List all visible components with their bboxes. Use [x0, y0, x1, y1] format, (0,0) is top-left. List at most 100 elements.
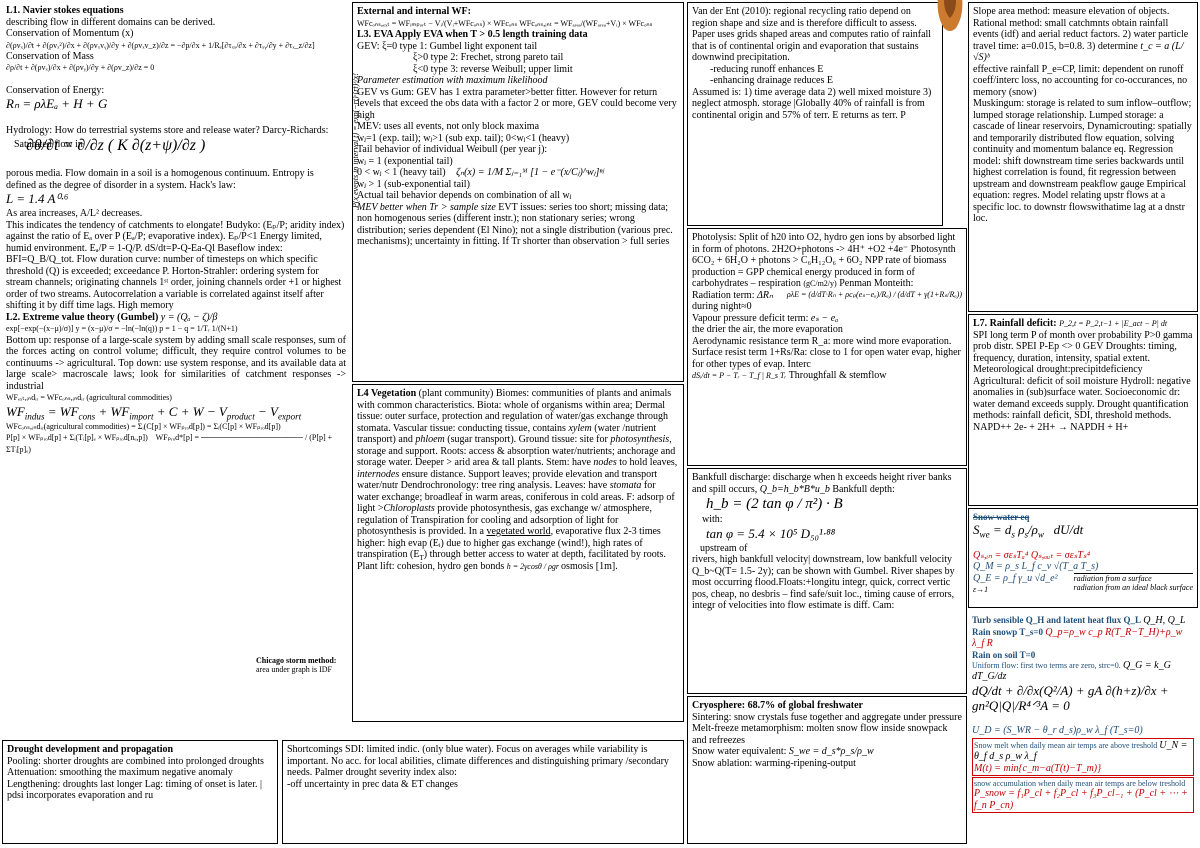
wf-c5: wⱼ = 1 (exponential tail): [357, 156, 453, 167]
gev1: GEV: ξ=0 type 1: Gumbel light exponent t…: [357, 41, 537, 52]
bank-bf: Bankfull depth:: [832, 484, 895, 495]
l1-i: This indicates the tendency of catchment…: [6, 220, 344, 312]
uf: Uniform flow: first two terms are zero, …: [972, 661, 1121, 670]
wf-c4: Tail behavior of individual Weibull (per…: [357, 144, 547, 155]
sdi-a: -off uncertainty in prec data & ET chang…: [287, 779, 458, 790]
vde-t: Van der Ent (2010): regional recycling r…: [692, 6, 931, 63]
rs: Rain snowp T_s=0: [972, 627, 1043, 637]
bank-up: upstream of: [700, 543, 748, 554]
eq-psnow: P_snow = f₁P_cl + f₂P_cl + f₃P_cl₋₁ + (P…: [974, 788, 1188, 811]
cryo-t: Cryosphere: 68.7% of global freshwater: [692, 700, 863, 711]
axis-label: P(x events in interval t) = exp(−rt)·(rt…: [352, 73, 360, 208]
wf-t: External and internal WF:: [357, 6, 471, 17]
panel-photo: Photolysis: Split of h20 into O2, hydro …: [687, 228, 967, 466]
cryo-d: Snow ablation: warming-ripening-output: [692, 758, 856, 769]
l4-t: L4 Vegetation: [357, 388, 416, 399]
eq-tanphi: tan φ = 5.4 × 10⁵ D₅₀¹·⁸⁸: [706, 527, 962, 542]
wf-c9: MEV better when Tr > sample size: [357, 202, 496, 213]
eq-mass: ∂ρ/∂t + ∂(ρvₓ)/∂x + ∂(ρvᵧ)/∂y + ∂(ρv_z)/…: [6, 63, 346, 72]
eq-qb: Q_b=h_b*B*u_b: [760, 484, 833, 495]
wf-c8: Actual tail behavior depends on combinat…: [357, 190, 571, 201]
eq-ud: U_D = (S_WR − θ_r d_s)ρ_w λ_f (T_s=0): [972, 725, 1143, 736]
l7-a: SPI long term P of month over probabilit…: [973, 330, 1192, 364]
l1-e: Hydrology: How do terrestrial systems st…: [6, 125, 328, 136]
vpd2: the drier the air, the more evaporation: [692, 324, 843, 335]
rad-note: radiation from a surfaceradiation from a…: [1074, 573, 1193, 592]
pe: Parameter estimation with maximum likeli…: [357, 75, 548, 86]
eq-mev: ζₙ(x) = 1/M Σⱼ₌₁ᴹ [1 − e⁻(x/Cⱼ)^wⱼ]ⁿʲ: [456, 167, 604, 178]
eq-l7: P_2,t = P_2,t−1 + |E_act − P| dt: [1059, 319, 1167, 328]
wf-c7: wⱼ > 1 (sub-exponential tail): [357, 179, 470, 190]
l2-title: L2. Extreme value theory (Gumbel): [6, 312, 158, 323]
panel-l7: L7. Rainfall deficit: P_2,t = P_2,t−1 + …: [968, 314, 1198, 506]
cryo-c: Snow water equivalent:: [692, 746, 786, 757]
eq-gumbel2: exp[−exp(−(x−μ)/σ)] y = (x−μ)/σ = −ln(−l…: [6, 324, 238, 333]
vde-c: Assumed is: 1) time average data 2) well…: [692, 87, 931, 121]
gev2: ξ>0 type 2: Frechet, strong pareto tail: [413, 52, 563, 63]
eq-momentum: ∂(ρvₓ)/∂t + ∂(ρvₓ²)/∂x + ∂(ρvₓvᵧ)/∂y + ∂…: [6, 41, 346, 50]
l4-body: (plant community) Biomes: communities of…: [357, 388, 677, 572]
eq-rad: ΔRₙ: [757, 290, 773, 301]
l1-d: Conservation of Energy:: [6, 85, 104, 96]
vde-a: -reducing runoff enhances E: [710, 64, 823, 75]
l1-a: describing flow in different domains can…: [6, 17, 215, 28]
eq-qe: Q_E = ρ_f γ_u √d_e²: [973, 573, 1058, 584]
eq-osm: h = 2γcosθ / ρgr: [507, 562, 561, 571]
l1-g: porous media. Flow domain in a soil is a…: [6, 168, 314, 191]
panel-bankfull: Bankfull discharge: discharge when h exc…: [687, 468, 967, 694]
turb-t: Turb sensible Q_H and latent heat flux Q…: [972, 615, 1141, 625]
panel-sdi: Shortcomings SDI: limited indic. (only b…: [282, 740, 684, 844]
eq-hack: L = 1.4 A⁰·⁶: [6, 192, 346, 207]
chicago-note: Chicago storm method:area under graph is…: [256, 656, 346, 674]
slope-t2: effective rainfall P_e=CP, limit: depend…: [973, 64, 1187, 98]
vde-b: -enhancing drainage reduces E: [710, 75, 833, 86]
eq-wf4: P[p] × WFₚᵣₒd[p] + Σᵢ(Tᵢ[p]ₑ × WFₚᵣₒd[nₑ…: [6, 433, 332, 454]
panel-cryo: Cryosphere: 68.7% of global freshwater S…: [687, 696, 967, 844]
l1-b: Conservation of Momentum (x): [6, 28, 133, 39]
eq-hb: h_b = (2 tan φ / π²) · B: [706, 496, 962, 513]
eq-qsin: Qₛ,ᵢₙ = σεₛTₐ⁴ Qₛ,ₒᵤₜ = σεₛTₛ⁴: [973, 550, 1090, 561]
panel-turb: Turb sensible Q_H and latent heat flux Q…: [968, 612, 1198, 844]
eq-qh: Q_H, Q_L: [1143, 615, 1185, 626]
eq-gumbel1: y = (Qₐ − ζ)/β: [161, 312, 218, 323]
dr-t: Drought development and propagation: [7, 744, 173, 755]
cryo-a: Sintering: snow crystals fuse together a…: [692, 712, 962, 723]
l2-a: Bottom up: response of a large-scale sys…: [6, 335, 346, 393]
snow-t: Snow water eq: [973, 512, 1029, 522]
wf-c2: MEV: uses all events, not only block max…: [357, 121, 539, 132]
snow-melt-box: Snow melt when daily mean air temps are …: [972, 738, 1194, 777]
panel-slope: Slope area method: measure elevation of …: [968, 2, 1198, 312]
slope-t3: Muskingum: storage is related to sum inf…: [973, 98, 1192, 224]
eq-energy: Rₙ = ρλEₐ + H + G: [6, 97, 346, 112]
cryo-b: Melt-freeze metamorphism: molten snow fl…: [692, 723, 948, 746]
l1-c: Conservation of Mass: [6, 51, 94, 62]
panel-l4: L4 Vegetation (plant community) Biomes: …: [352, 384, 684, 722]
wf-c3: wⱼ=1 (exp. tail); wⱼ>1 (sub exp. tail); …: [357, 133, 569, 144]
eq-ts: dSᵢ/dt = P − Tᵣ − T_f | R_s Tᵣ: [692, 371, 786, 380]
gev3: ξ<0 type 3: reverse Weibull; upper limit: [413, 64, 573, 75]
vpd: Vapour pressure deficit term:: [692, 313, 808, 324]
rad2: during night≈0: [692, 301, 752, 312]
units: (gC/m2/y): [803, 279, 836, 288]
eq-swe2: S_we = d_s*ρ_s/ρ_w: [789, 746, 874, 757]
panel-drought: Drought development and propagation Pool…: [2, 740, 278, 844]
rad: Radiation term:: [692, 290, 755, 301]
aero: Aerodynamic resistance term R_a: more wi…: [692, 336, 961, 370]
eq-wf1: WFₑₓₜ,ᵢₙdᵢᵣ = WFcₒₙₛ,ᵢₙdᵢᵣ (agricultural…: [6, 393, 172, 402]
panel-vde: Van der Ent (2010): regional recycling r…: [687, 2, 943, 226]
eq-dq: dQ/dt + ∂/∂x(Q²/A) + gA ∂(h+z)/∂x + gn²Q…: [972, 684, 1194, 714]
l1-title: L1. Navier stokes equations: [6, 5, 124, 16]
l7-b: Meteorological drought:precipitdeficienc…: [973, 364, 1191, 433]
dr-a: Pooling: shorter droughts are combined i…: [7, 756, 264, 802]
pm: Penman Monteith:: [839, 278, 913, 289]
l3-t: L3. EVA Apply EVA when T > 0.5 length tr…: [357, 29, 588, 40]
eq-qm: Q_M = ρ_s L_f c_v √(T_a T_s): [973, 561, 1098, 572]
bank-w: with:: [702, 514, 723, 525]
l1-h: As area increases, A/L² decreases.: [6, 208, 142, 219]
bank-t2: rivers, high bankfull velocity| downstre…: [692, 554, 955, 611]
l7-t: L7. Rainfall deficit:: [973, 318, 1057, 329]
eq-wfext: WFcₒₙₛ,ₑₓₜ = WFᵢₘₚₒᵣₜ − Vᵢ/(Vᵢ+WFcₒₙₛ) ×…: [357, 19, 653, 28]
wf-c1: GEV vs Gum: GEV has 1 extra parameter>be…: [357, 87, 677, 121]
eq-vpd: eₛ − eₐ: [811, 313, 838, 324]
ros: Rain on soil T=0: [972, 650, 1035, 660]
